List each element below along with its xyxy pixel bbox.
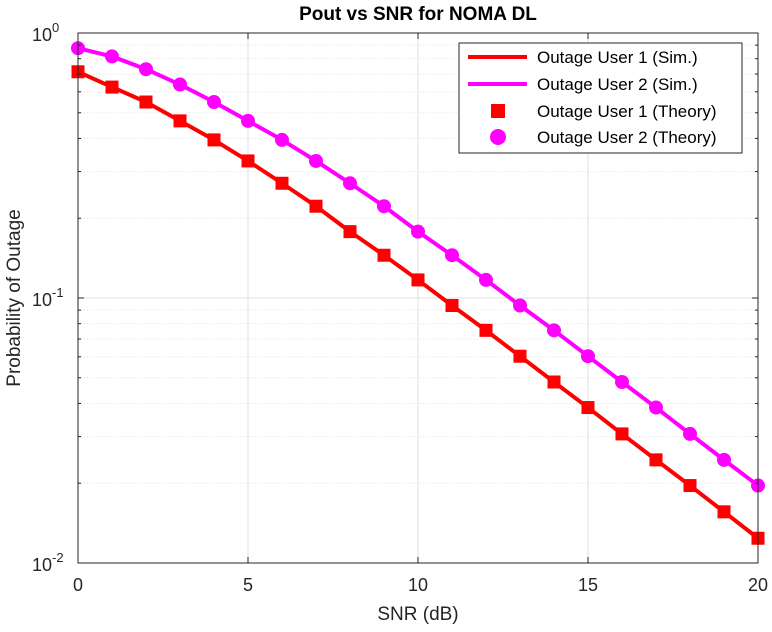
series-square-marker	[241, 154, 255, 168]
series-square-marker	[309, 199, 323, 213]
legend-label: Outage User 2 (Sim.)	[537, 75, 698, 94]
x-tick-label: 15	[578, 575, 598, 595]
chart-title: Pout vs SNR for NOMA DL	[299, 4, 537, 25]
series-circle-marker	[411, 224, 425, 239]
axis-ticks	[77, 32, 759, 564]
series-circle-marker	[343, 176, 357, 191]
x-tick-label: 10	[408, 575, 428, 595]
y-tick-label: 10	[32, 555, 52, 575]
legend-label: Outage User 2 (Theory)	[537, 128, 717, 147]
series-square-marker	[683, 479, 697, 493]
y-tick-label-exponent: -2	[52, 550, 64, 565]
x-axis-label: SNR (dB)	[377, 604, 458, 625]
series-square-marker	[649, 453, 663, 467]
series-square-marker	[479, 323, 493, 337]
series-square-marker	[377, 248, 391, 262]
series-square-marker	[615, 427, 629, 441]
series-square-marker	[513, 349, 527, 363]
y-tick-label: 10	[32, 290, 52, 310]
y-tick-label-exponent: 0	[52, 20, 59, 35]
series-square-marker	[173, 114, 187, 128]
x-tick-label: 0	[73, 575, 83, 595]
series-square-marker	[445, 298, 459, 312]
series-circle-marker	[649, 400, 663, 415]
series-circle-marker	[377, 199, 391, 214]
series-circle-marker	[309, 153, 323, 168]
legend-circle-swatch	[490, 129, 506, 145]
series-circle-marker	[717, 452, 731, 467]
x-tick-label: 20	[748, 575, 768, 595]
legend: Outage User 1 (Sim.) Outage User 2 (Sim.)…	[458, 42, 743, 154]
series-square-marker	[343, 225, 357, 239]
x-tick-labels: 0 5 10 15 20	[73, 575, 768, 595]
series-circle-marker	[581, 349, 595, 364]
series-circle-marker	[275, 132, 289, 147]
legend-label: Outage User 1 (Sim.)	[537, 48, 698, 67]
series-circle-marker	[105, 49, 119, 64]
series-square-marker	[717, 505, 731, 519]
series-circle-marker	[241, 113, 255, 128]
series-circle-marker	[513, 298, 527, 313]
legend-label: Outage User 1 (Theory)	[537, 102, 717, 121]
legend-square-swatch	[491, 104, 505, 118]
series-square-marker	[275, 176, 289, 190]
series-circle-marker	[615, 374, 629, 389]
series-square-marker	[105, 80, 119, 94]
series-square-marker	[139, 95, 153, 109]
y-tick-label: 10	[32, 25, 52, 45]
series-circle-marker	[445, 248, 459, 263]
series-circle-marker	[173, 77, 187, 92]
series-circle-marker	[547, 323, 561, 338]
series-circle-marker	[207, 95, 221, 110]
y-tick-label-exponent: -1	[52, 285, 64, 300]
y-axis-label: Probability of Outage	[4, 209, 25, 386]
series-circle-marker	[683, 426, 697, 441]
x-tick-label: 5	[243, 575, 253, 595]
series-circle-marker	[479, 272, 493, 287]
series-markers	[71, 41, 765, 545]
legend-box	[458, 42, 743, 154]
series-square-marker	[207, 133, 221, 147]
series-square-marker	[581, 401, 595, 415]
series-circle-marker	[139, 62, 153, 77]
series-square-marker	[547, 375, 561, 389]
series-square-marker	[411, 273, 425, 287]
